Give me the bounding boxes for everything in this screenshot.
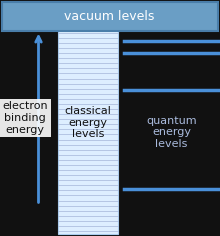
Bar	[58, 30, 118, 234]
Text: vacuum levels: vacuum levels	[64, 9, 154, 23]
Bar	[2, 2, 218, 31]
Text: electron
binding
energy: electron binding energy	[2, 101, 48, 135]
Text: quantum
energy
levels: quantum energy levels	[146, 116, 197, 149]
Text: classical
energy
levels: classical energy levels	[64, 106, 112, 139]
